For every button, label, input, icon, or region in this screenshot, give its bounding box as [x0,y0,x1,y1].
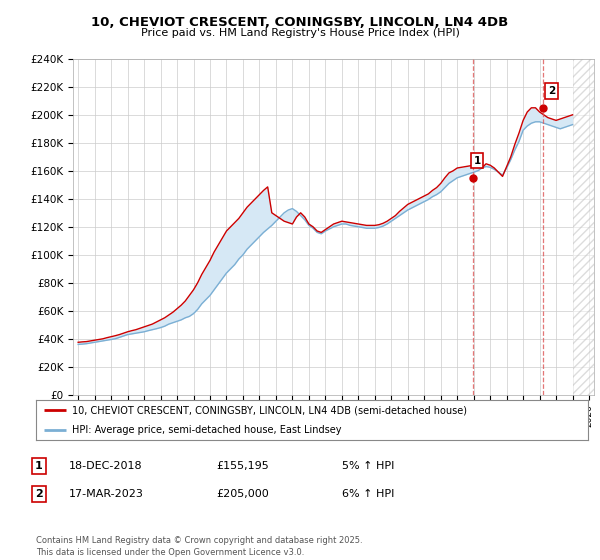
Text: Contains HM Land Registry data © Crown copyright and database right 2025.
This d: Contains HM Land Registry data © Crown c… [36,536,362,557]
Text: £205,000: £205,000 [216,489,269,499]
Text: 2: 2 [548,86,555,96]
Text: 10, CHEVIOT CRESCENT, CONINGSBY, LINCOLN, LN4 4DB: 10, CHEVIOT CRESCENT, CONINGSBY, LINCOLN… [91,16,509,29]
Text: 17-MAR-2023: 17-MAR-2023 [69,489,144,499]
Text: 5% ↑ HPI: 5% ↑ HPI [342,461,394,471]
Text: 1: 1 [473,156,481,166]
Text: 2: 2 [35,489,43,499]
Text: HPI: Average price, semi-detached house, East Lindsey: HPI: Average price, semi-detached house,… [72,425,341,435]
Text: Price paid vs. HM Land Registry's House Price Index (HPI): Price paid vs. HM Land Registry's House … [140,28,460,38]
Text: 18-DEC-2018: 18-DEC-2018 [69,461,143,471]
Text: 1: 1 [35,461,43,471]
Polygon shape [572,59,594,395]
Text: £155,195: £155,195 [216,461,269,471]
Text: 6% ↑ HPI: 6% ↑ HPI [342,489,394,499]
Text: 10, CHEVIOT CRESCENT, CONINGSBY, LINCOLN, LN4 4DB (semi-detached house): 10, CHEVIOT CRESCENT, CONINGSBY, LINCOLN… [72,405,467,415]
